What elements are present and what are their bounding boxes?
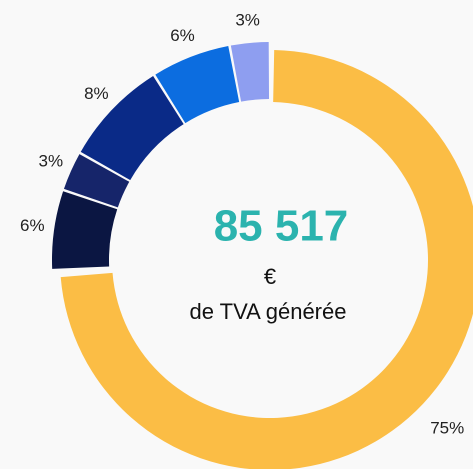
value-label: 3% [39, 152, 64, 171]
donut [51, 42, 473, 469]
donut-segment [80, 75, 184, 181]
value-label: 6% [170, 26, 195, 45]
center-value: 85 517 [214, 202, 349, 251]
center-unit: € [264, 264, 276, 289]
value-label: 6% [20, 216, 45, 235]
center-label: de TVA générée [190, 299, 347, 324]
value-label: 75% [430, 419, 464, 438]
donut-segment [51, 191, 118, 269]
donut-segment [155, 46, 240, 124]
donut-segment [230, 42, 270, 102]
value-label: 8% [84, 84, 109, 103]
value-label: 3% [235, 11, 260, 30]
donut-segment [63, 154, 130, 208]
